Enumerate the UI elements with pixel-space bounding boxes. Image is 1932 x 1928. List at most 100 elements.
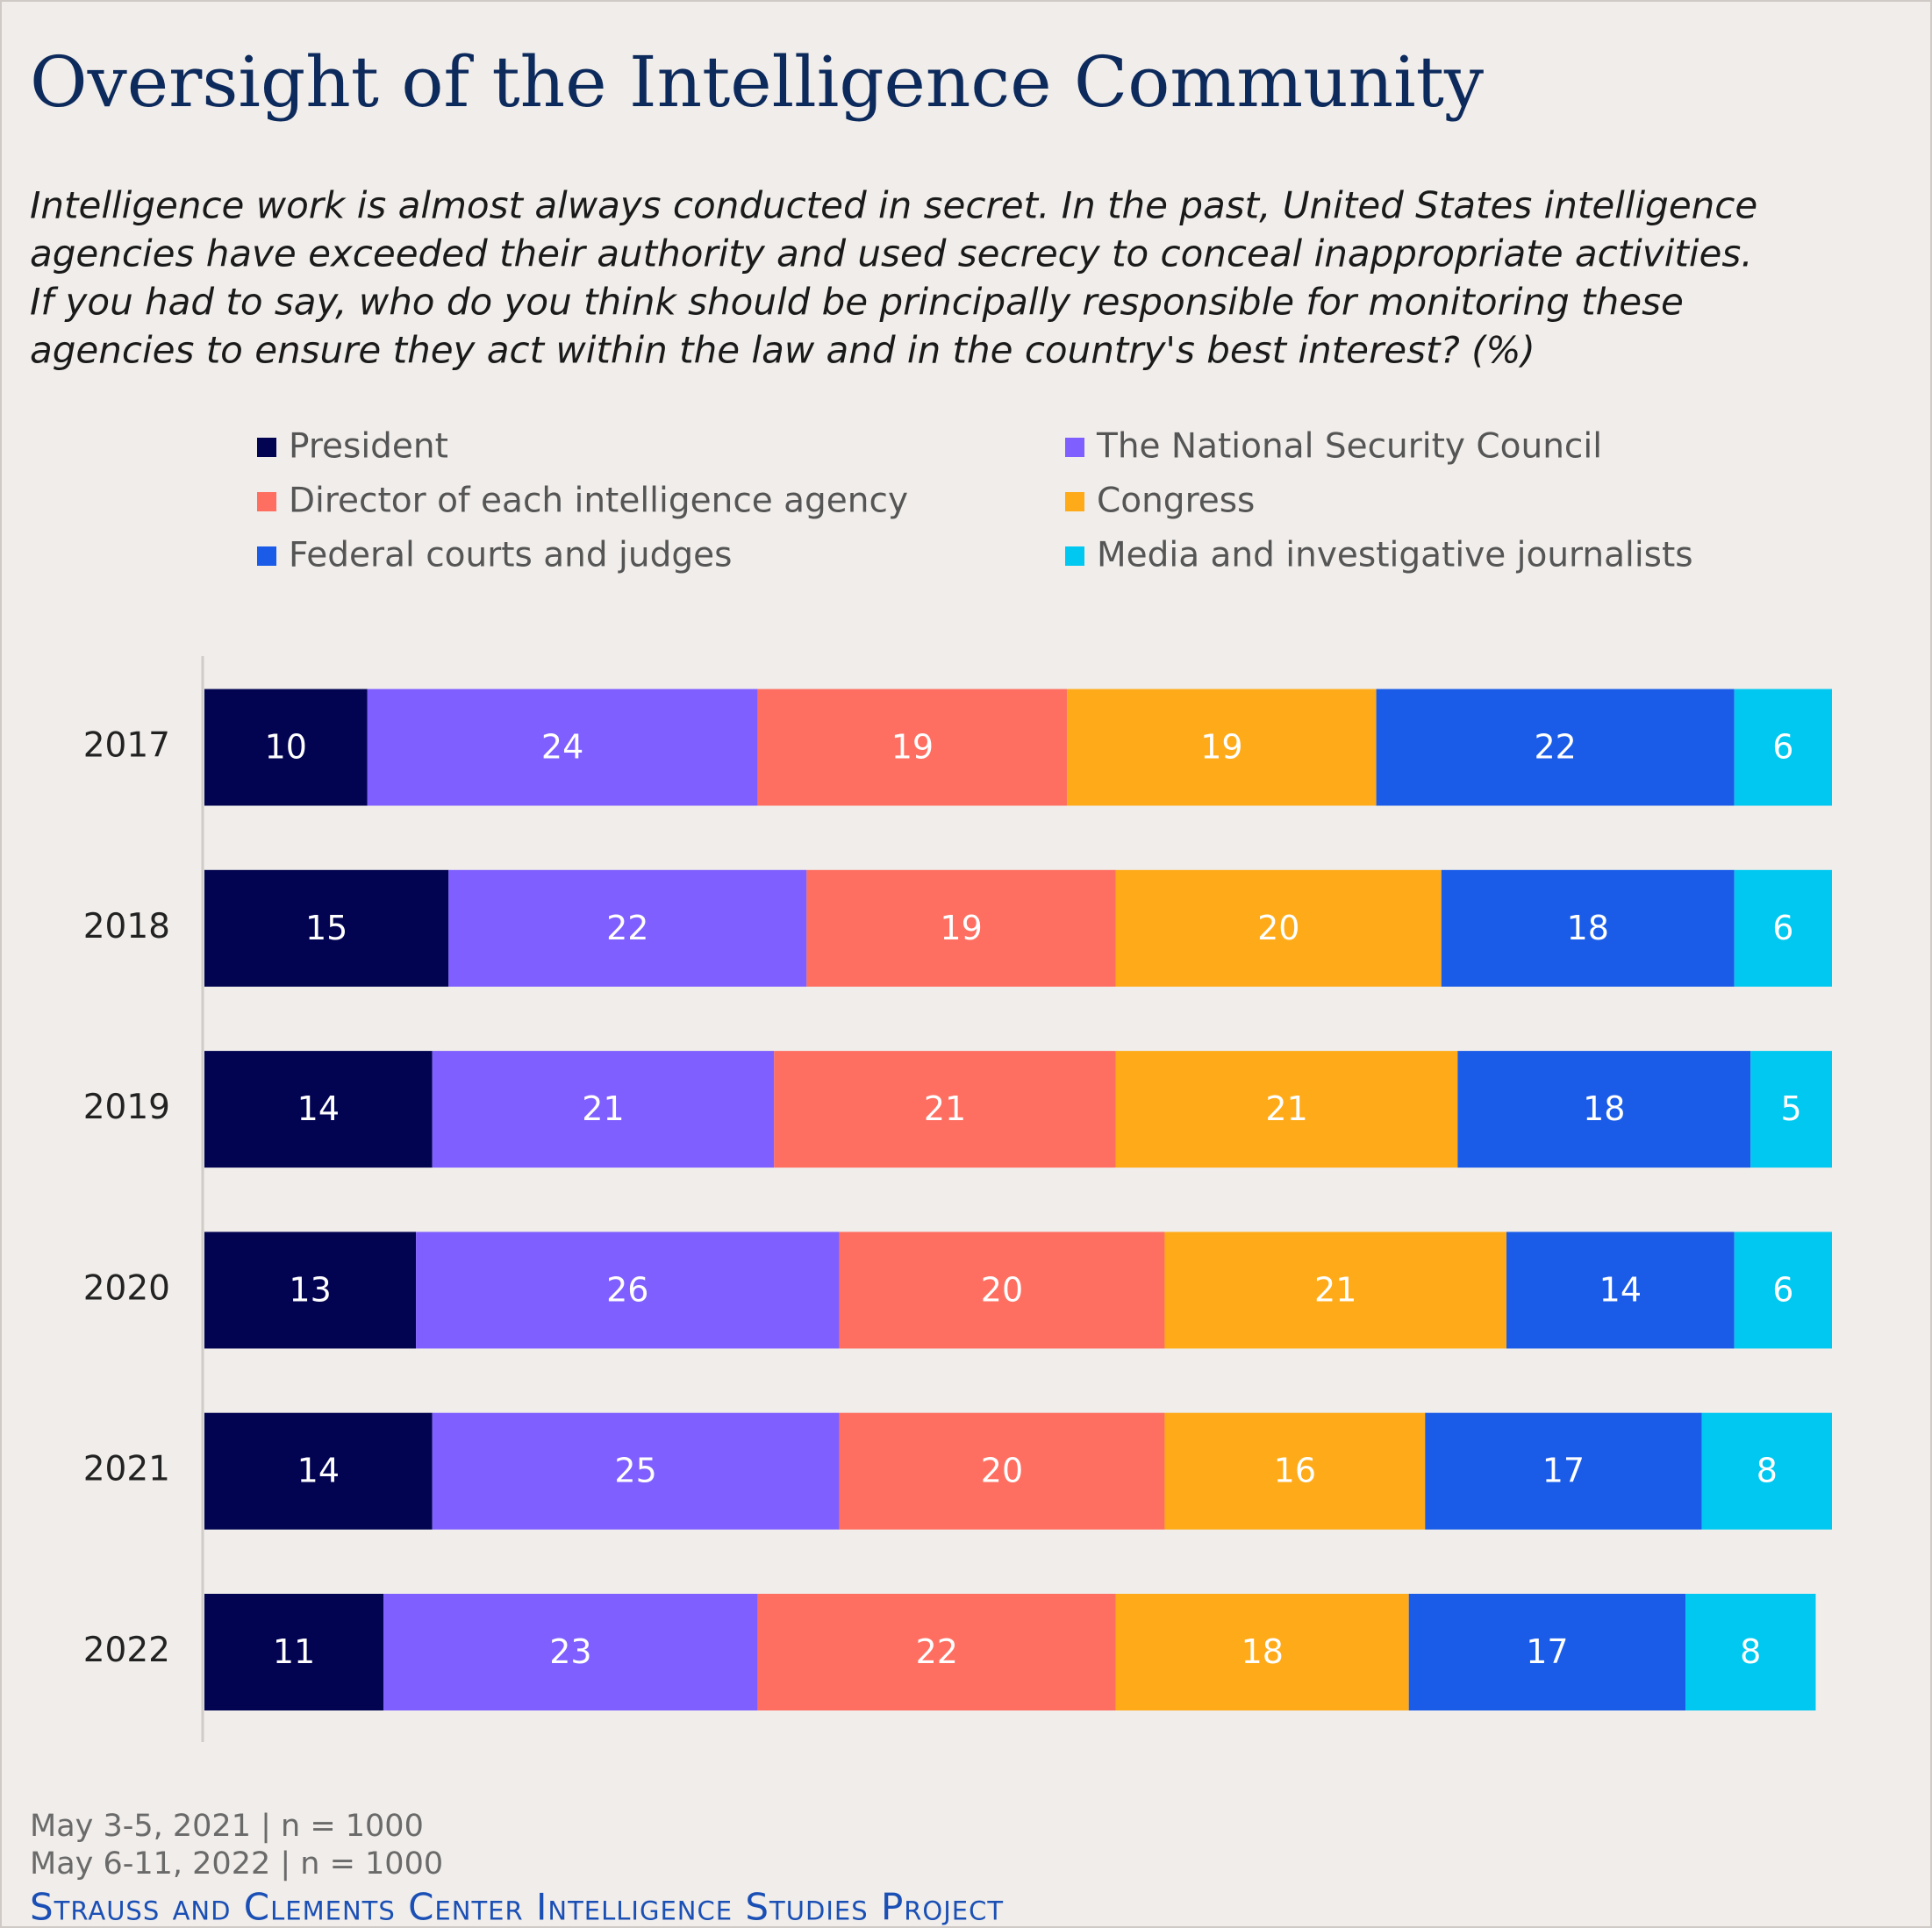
- value-label: 21: [924, 1089, 966, 1128]
- bar-segment: [839, 1232, 1165, 1349]
- y-tick-label: 2017: [83, 726, 170, 766]
- legend-swatch: [1065, 492, 1084, 511]
- value-label: 8: [1740, 1632, 1761, 1671]
- bar-segment: [204, 1051, 433, 1168]
- value-label: 18: [1583, 1089, 1625, 1128]
- bar-segment: [1734, 869, 1832, 987]
- chart-title: Oversight of the Intelligence Community: [30, 41, 1484, 123]
- bar-segment: [1115, 869, 1442, 987]
- bar-segment: [774, 1051, 1116, 1168]
- bar-segment: [1506, 1232, 1735, 1349]
- bar-segment: [1115, 1594, 1409, 1710]
- bar-segment: [432, 1051, 775, 1168]
- value-label: 22: [1534, 728, 1576, 767]
- bar-segment: [1734, 689, 1832, 806]
- y-tick-label: 2021: [83, 1450, 170, 1489]
- value-label: 5: [1781, 1089, 1802, 1128]
- value-label: 18: [1567, 909, 1609, 947]
- value-label: 25: [614, 1452, 656, 1490]
- bar-segment: [1734, 1232, 1832, 1349]
- y-tick-label: 2018: [83, 907, 170, 946]
- source: Strauss and Clements Center Intelligence…: [30, 1886, 1004, 1928]
- legend-label: Federal courts and judges: [289, 536, 732, 575]
- value-label: 19: [940, 909, 982, 947]
- subtitle: If you had to say, who do you think shou…: [30, 281, 1684, 324]
- bar-segment: [1164, 1232, 1506, 1349]
- legend-swatch: [257, 546, 276, 566]
- legend-label: President: [289, 427, 448, 467]
- value-label: 16: [1274, 1452, 1316, 1490]
- bar-segment: [1067, 689, 1377, 806]
- bar-segment: [204, 1232, 417, 1349]
- bar-segment: [757, 1594, 1116, 1710]
- value-label: 20: [981, 1270, 1023, 1309]
- subtitle: agencies to ensure they act within the l…: [30, 329, 1535, 372]
- value-label: 21: [1265, 1089, 1307, 1128]
- value-label: 19: [891, 728, 934, 767]
- bar-segment: [204, 1412, 433, 1530]
- value-label: 13: [289, 1270, 331, 1309]
- legend-label: Media and investigative journalists: [1097, 536, 1693, 575]
- bar-segment: [1750, 1051, 1832, 1168]
- legend-swatch: [1065, 546, 1084, 566]
- value-label: 14: [297, 1089, 340, 1128]
- bar-segment: [1164, 1412, 1426, 1530]
- y-tick-label: 2022: [83, 1631, 170, 1670]
- bar-segment: [416, 1232, 840, 1349]
- bar-segment: [204, 689, 368, 806]
- footnote: May 3-5, 2021 | n = 1000: [30, 1809, 424, 1844]
- value-label: 14: [297, 1452, 340, 1490]
- value-label: 19: [1200, 728, 1242, 767]
- value-label: 8: [1757, 1452, 1778, 1490]
- bar-segment: [839, 1412, 1165, 1530]
- value-label: 10: [265, 728, 307, 767]
- y-tick-label: 2019: [83, 1088, 170, 1127]
- legend-swatch: [1065, 438, 1084, 457]
- bar-segment: [1701, 1412, 1832, 1530]
- y-tick-label: 2020: [83, 1268, 170, 1308]
- value-label: 20: [981, 1452, 1023, 1490]
- legend-swatch: [257, 492, 276, 511]
- subtitle: agencies have exceeded their authority a…: [30, 232, 1753, 275]
- value-label: 23: [549, 1632, 591, 1671]
- bar-segment: [1441, 869, 1735, 987]
- value-label: 20: [1257, 909, 1299, 947]
- value-label: 6: [1772, 728, 1793, 767]
- bar-segment: [1457, 1051, 1751, 1168]
- subtitle: Intelligence work is almost always condu…: [30, 184, 1757, 227]
- bar-segment: [1115, 1051, 1458, 1168]
- bar-segment: [1685, 1594, 1816, 1710]
- value-label: 22: [606, 909, 648, 947]
- value-label: 21: [1314, 1270, 1356, 1309]
- legend-label: The National Security Council: [1096, 427, 1602, 467]
- legend-label: Director of each intelligence agency: [289, 482, 908, 521]
- value-label: 11: [273, 1632, 315, 1671]
- legend-label: Congress: [1097, 482, 1255, 521]
- bar-segment: [1376, 689, 1735, 806]
- bar-segment: [432, 1412, 840, 1530]
- value-label: 15: [305, 909, 347, 947]
- legend-swatch: [257, 438, 276, 457]
- value-label: 18: [1241, 1632, 1284, 1671]
- value-label: 17: [1526, 1632, 1568, 1671]
- value-label: 17: [1542, 1452, 1585, 1490]
- value-label: 26: [606, 1270, 648, 1309]
- bar-segment: [383, 1594, 758, 1710]
- bar-segment: [806, 869, 1116, 987]
- value-label: 24: [541, 728, 583, 767]
- footnote: May 6-11, 2022 | n = 1000: [30, 1846, 443, 1882]
- value-label: 6: [1772, 909, 1793, 947]
- value-label: 22: [916, 1632, 958, 1671]
- bar-segment: [448, 869, 807, 987]
- bar-segment: [204, 869, 449, 987]
- value-label: 6: [1772, 1270, 1793, 1309]
- value-label: 14: [1599, 1270, 1642, 1309]
- value-label: 21: [582, 1089, 624, 1128]
- bar-segment: [757, 689, 1068, 806]
- bar-segment: [204, 1594, 384, 1710]
- bar-segment: [1408, 1594, 1686, 1710]
- bar-segment: [1425, 1412, 1702, 1530]
- bar-segment: [367, 689, 758, 806]
